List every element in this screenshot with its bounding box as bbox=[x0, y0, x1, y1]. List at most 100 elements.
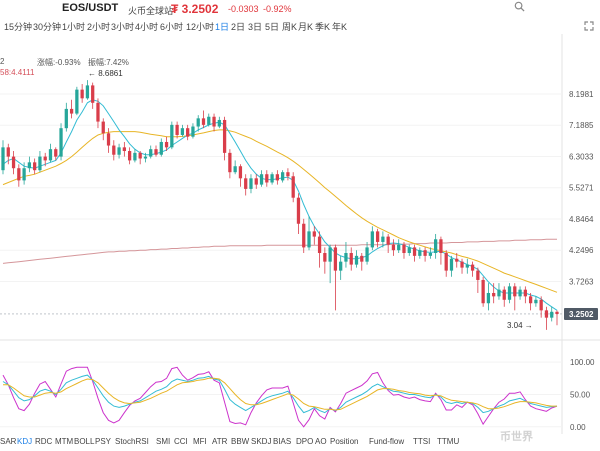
candle bbox=[370, 226, 374, 251]
candle bbox=[191, 123, 195, 139]
indicator-tab[interactable]: CCI bbox=[174, 437, 188, 446]
candle bbox=[159, 138, 163, 157]
indicator-tab[interactable]: Position bbox=[330, 437, 359, 446]
indicator-tab[interactable]: TTSI bbox=[413, 437, 431, 446]
high-marker: ← 8.6861 bbox=[88, 69, 123, 78]
timeframe-tab[interactable]: 3小时 bbox=[111, 22, 135, 32]
candle bbox=[317, 231, 322, 268]
header-bar: EOS/USDT 火币全球站 ₮ 3.2502 -0.0303 -0.92% bbox=[0, 0, 600, 31]
indicator-tab[interactable]: ATR bbox=[212, 437, 228, 446]
candle bbox=[275, 170, 279, 185]
indicator-tab[interactable]: AO bbox=[315, 437, 327, 446]
candle bbox=[349, 247, 353, 271]
candle bbox=[407, 244, 411, 256]
candle bbox=[69, 99, 74, 119]
candle bbox=[465, 258, 469, 274]
candle bbox=[544, 306, 549, 330]
timeframe-tab[interactable]: 15分钟 bbox=[4, 22, 33, 32]
candle bbox=[149, 145, 153, 159]
indicator-tab[interactable]: DPO bbox=[296, 437, 314, 446]
candle bbox=[339, 255, 343, 280]
candle bbox=[6, 143, 10, 165]
timeframe-tab[interactable]: 1日 bbox=[215, 22, 230, 32]
candle bbox=[518, 286, 522, 300]
candle bbox=[412, 244, 417, 262]
indicator-tab[interactable]: TTMU bbox=[437, 437, 460, 446]
indicator-tab[interactable]: SAR bbox=[0, 437, 17, 446]
candle bbox=[470, 261, 475, 277]
current-price: ₮ 3.2502 bbox=[171, 2, 219, 16]
timeframe-tab[interactable]: 2小时 bbox=[87, 22, 111, 32]
indicator-tab[interactable]: PSY bbox=[95, 437, 112, 446]
indicator-tab[interactable]: MFI bbox=[193, 437, 207, 446]
candle bbox=[281, 170, 285, 183]
kdj-axis-label: 50.00 bbox=[570, 390, 591, 399]
candle bbox=[291, 172, 295, 203]
candle bbox=[48, 143, 53, 163]
candle bbox=[423, 247, 427, 262]
indicator-tab[interactable]: KDJ bbox=[17, 437, 33, 446]
timeframe-tab[interactable]: 3日 bbox=[248, 22, 263, 32]
timeframe-tab[interactable]: 周K bbox=[282, 22, 298, 32]
timeframe-tab[interactable]: 2日 bbox=[231, 22, 246, 32]
candle bbox=[217, 116, 221, 129]
candle bbox=[75, 86, 79, 116]
timeframe-tab[interactable]: 月K bbox=[298, 22, 314, 32]
price-chart[interactable]: 8.1981 7.1885 6.3033 5.5271 4.8464 4.2496 3.72… bbox=[0, 34, 600, 434]
candle bbox=[27, 156, 32, 173]
indicator-tab[interactable]: BOLL bbox=[74, 437, 95, 446]
timeframe-tab[interactable]: 季K bbox=[315, 22, 331, 32]
search-icon[interactable] bbox=[514, 1, 525, 15]
indicator-tab[interactable]: SMI bbox=[156, 437, 171, 446]
timeframe-tab[interactable]: 年K bbox=[332, 22, 348, 32]
candle bbox=[523, 286, 527, 304]
ma-short-line bbox=[2, 99, 558, 311]
candle bbox=[381, 231, 385, 248]
indicator-tab[interactable]: MTM bbox=[55, 437, 74, 446]
candle bbox=[397, 239, 401, 254]
candle bbox=[222, 116, 227, 161]
timeframe-tab[interactable]: 6小时 bbox=[160, 22, 184, 32]
candle bbox=[354, 250, 359, 268]
candle bbox=[528, 292, 533, 311]
candle bbox=[138, 151, 142, 165]
candle bbox=[207, 113, 211, 127]
price-change-percent: -0.92% bbox=[263, 4, 292, 14]
low-marker: 3.04 → bbox=[507, 321, 533, 330]
indicator-tab[interactable]: BBW bbox=[231, 437, 250, 446]
candle bbox=[550, 306, 554, 322]
candle bbox=[497, 283, 501, 300]
candle bbox=[238, 164, 243, 187]
candle bbox=[201, 110, 206, 129]
expand-icon[interactable] bbox=[584, 20, 594, 34]
candle bbox=[17, 164, 21, 187]
candle bbox=[1, 140, 5, 175]
indicator-tab[interactable]: Fund-flow bbox=[369, 437, 405, 446]
candle bbox=[270, 172, 274, 185]
candle bbox=[154, 145, 158, 157]
candle bbox=[122, 141, 126, 157]
indicator-tab[interactable]: SKDJ bbox=[251, 437, 272, 446]
candle bbox=[365, 241, 369, 265]
candle bbox=[244, 174, 248, 196]
candle bbox=[428, 247, 433, 259]
candle bbox=[43, 152, 47, 167]
indicator-tab[interactable]: BIAS bbox=[273, 437, 292, 446]
timeframe-tab[interactable]: 4小时 bbox=[135, 22, 159, 32]
indicator-tab[interactable]: RDC bbox=[35, 437, 53, 446]
indicator-tab[interactable]: StochRSI bbox=[115, 437, 149, 446]
candle bbox=[360, 253, 364, 271]
candle bbox=[492, 283, 496, 304]
timeframe-tab[interactable]: 5日 bbox=[265, 22, 280, 32]
kdj-axis-label: 0.00 bbox=[570, 423, 586, 432]
timeframe-tab[interactable]: 30分钟 bbox=[33, 22, 62, 32]
candle bbox=[333, 244, 338, 311]
price-axis-label: 4.8464 bbox=[569, 215, 594, 224]
candle bbox=[22, 162, 26, 185]
timeframe-tab[interactable]: 12小时 bbox=[186, 22, 215, 32]
timeframe-tab[interactable]: 1小时 bbox=[62, 22, 86, 32]
candle bbox=[444, 250, 448, 277]
timeframe-bar: 15分钟 30分钟 1小时 2小时 3小时 4小时 6小时 12小时 1日 2日 3日 5日 周K 月K 季… bbox=[0, 18, 600, 34]
candle bbox=[180, 124, 185, 137]
ma-long-line bbox=[2, 129, 558, 293]
